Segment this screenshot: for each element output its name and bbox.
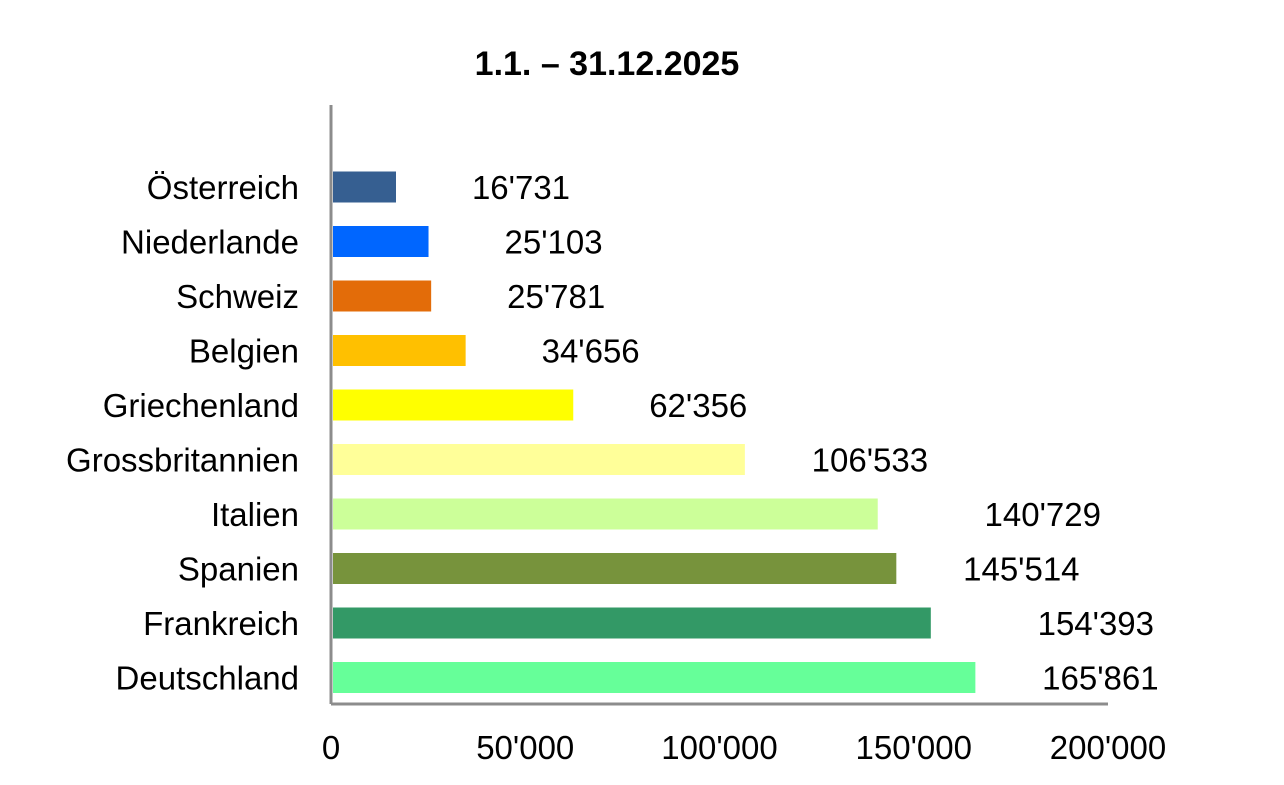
value-label: 25'103: [504, 224, 602, 261]
category-label: Grossbritannien: [66, 442, 299, 479]
value-label: 34'656: [542, 333, 640, 370]
x-tick-label: 100'000: [661, 729, 777, 766]
category-label: Griechenland: [103, 387, 299, 424]
value-label: 25'781: [507, 278, 605, 315]
category-labels-group: Österreich Niederlande Schweiz Belgien Griec…: [66, 169, 299, 697]
bar-0: [333, 171, 396, 203]
bar-5: [333, 444, 745, 475]
value-label: 145'514: [963, 551, 1079, 588]
x-tick-label: 150'000: [856, 729, 972, 766]
bar-1: [333, 226, 429, 257]
bar-2: [333, 280, 432, 312]
category-label: Frankreich: [143, 605, 299, 642]
x-tick-label: 50'000: [476, 729, 574, 766]
category-label: Österreich: [147, 169, 299, 206]
value-label: 154'393: [1038, 605, 1154, 642]
bar-7: [333, 553, 897, 584]
chart-title: 1.1. – 31.12.2025: [475, 45, 740, 83]
x-tick-label: 0: [322, 729, 340, 766]
category-label: Italien: [211, 496, 299, 533]
category-label: Deutschland: [116, 660, 299, 697]
x-tick-labels-group: 0 50'000 100'000 150'000 200'000: [322, 729, 1166, 766]
value-label: 16'731: [472, 169, 570, 206]
value-label: 62'356: [649, 387, 747, 424]
category-label: Niederlande: [121, 224, 299, 261]
x-tick-label: 200'000: [1050, 729, 1166, 766]
bar-8: [333, 607, 931, 639]
value-label: 106'533: [812, 442, 928, 479]
category-label: Spanien: [178, 551, 299, 588]
bar-6: [333, 498, 878, 530]
bar-9: [333, 662, 976, 693]
bar-3: [333, 335, 466, 366]
category-label: Belgien: [189, 333, 299, 370]
value-label: 165'861: [1042, 660, 1158, 697]
value-label: 140'729: [985, 496, 1101, 533]
category-label: Schweiz: [176, 278, 299, 315]
bars-group: [333, 171, 976, 693]
bar-4: [333, 389, 574, 421]
